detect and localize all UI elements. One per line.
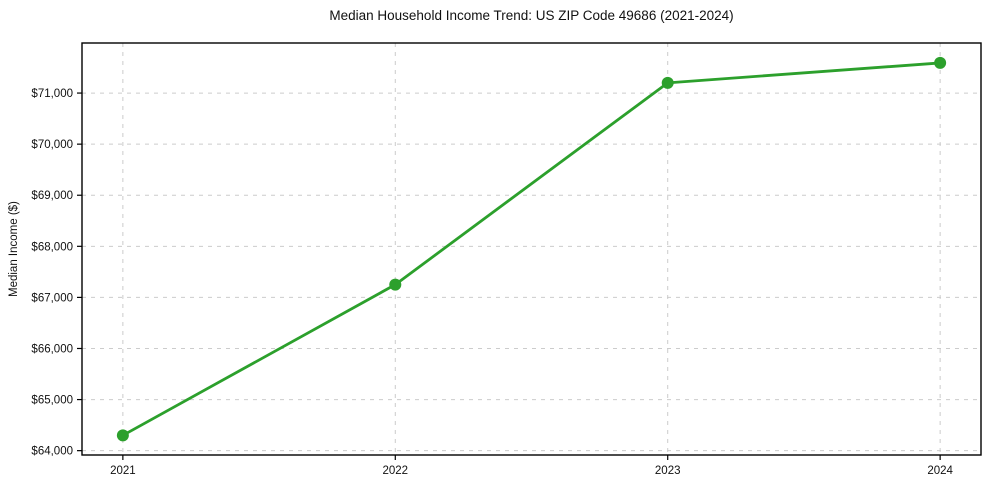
plot-frame [81, 42, 982, 456]
y-tick-label: $66,000 [31, 343, 73, 355]
x-tick-label: 2021 [110, 465, 136, 477]
y-tick-label: $64,000 [31, 446, 73, 458]
data-point [389, 278, 402, 291]
x-tick-label: 2022 [382, 465, 408, 477]
y-tick-label: $69,000 [31, 190, 73, 202]
y-tick-label: $68,000 [31, 241, 73, 253]
y-tick-label: $70,000 [31, 139, 73, 151]
trend-line [121, 61, 942, 437]
y-tick-label: $65,000 [31, 395, 73, 407]
y-tick-label: $67,000 [31, 292, 73, 304]
y-tick-label: $71,000 [31, 88, 73, 100]
x-tick-label: 2023 [655, 465, 681, 477]
chart-title: Median Household Income Trend: US ZIP Co… [329, 8, 734, 23]
data-point [116, 429, 129, 442]
x-tick-label: 2024 [927, 465, 953, 477]
data-point [934, 56, 947, 69]
data-point [661, 76, 674, 89]
